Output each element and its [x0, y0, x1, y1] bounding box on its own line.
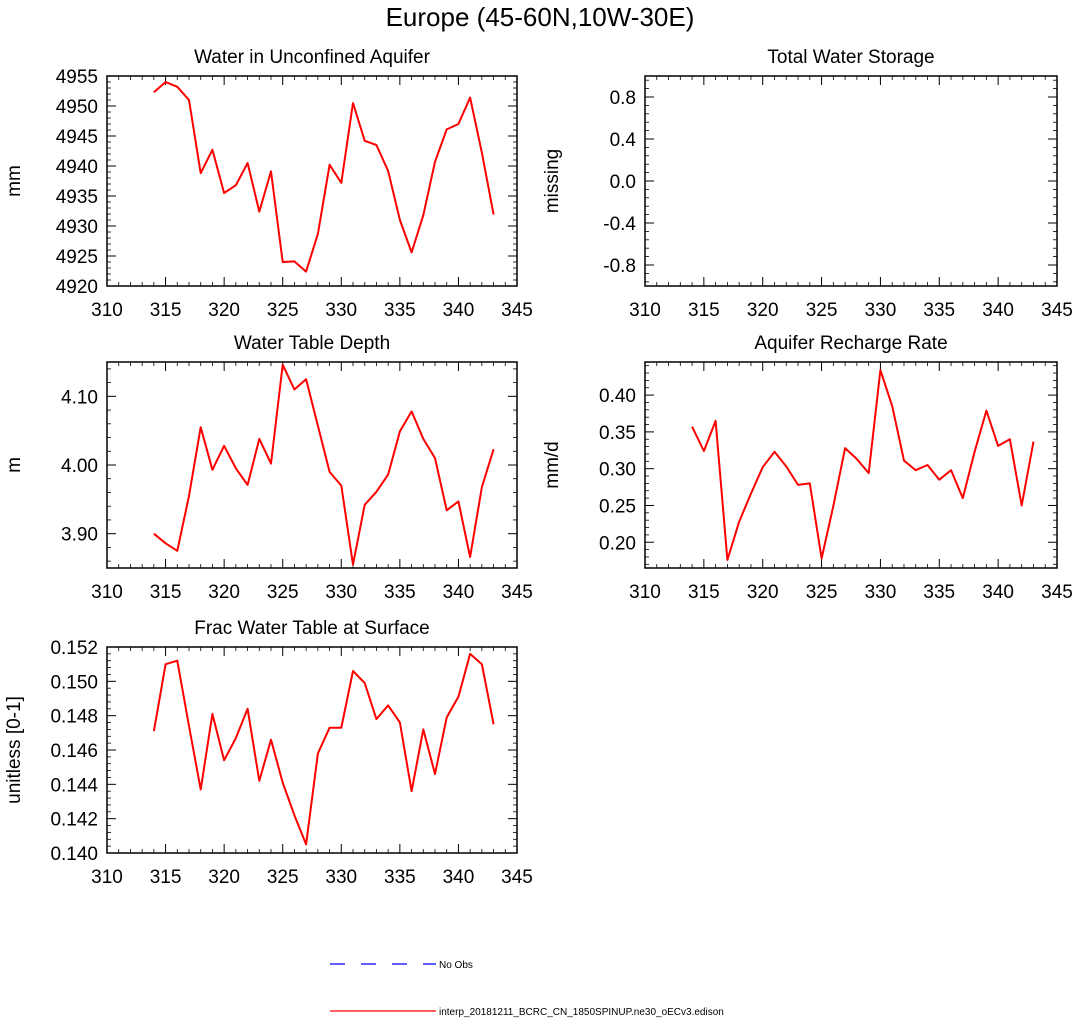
y-tick-label: 0.140 — [50, 844, 98, 865]
y-tick-label: 4.10 — [61, 387, 98, 408]
legend-label: No Obs — [439, 960, 473, 971]
y-tick-label: 4920 — [56, 277, 98, 298]
x-tick-label: 310 — [629, 582, 661, 603]
y-tick-label: -0.4 — [603, 214, 636, 235]
x-tick-label: 315 — [150, 867, 182, 888]
x-tick-label: 345 — [1041, 582, 1073, 603]
legend-label: interp_20181211_BCRC_CN_1850SPINUP.ne30_… — [439, 1007, 724, 1018]
x-tick-label: 330 — [865, 300, 897, 321]
y-tick-label: 4930 — [56, 217, 98, 238]
y-axis-label: mm/d — [542, 441, 563, 489]
y-tick-label: 0.144 — [50, 775, 98, 796]
y-tick-label: 3.90 — [61, 525, 98, 546]
x-tick-label: 310 — [91, 582, 123, 603]
x-tick-label: 315 — [688, 582, 720, 603]
x-tick-label: 315 — [688, 300, 720, 321]
plot-frame — [644, 75, 1058, 287]
y-axis-label: missing — [542, 149, 563, 213]
x-tick-label: 325 — [806, 582, 838, 603]
y-axis-label: m — [4, 457, 25, 473]
x-tick-label: 340 — [982, 582, 1014, 603]
x-tick-label: 325 — [267, 867, 299, 888]
x-tick-label: 345 — [501, 300, 533, 321]
x-tick-label: 315 — [150, 300, 182, 321]
plot-frame — [106, 361, 518, 569]
y-tick-label: 4955 — [56, 67, 98, 88]
x-tick-label: 325 — [267, 300, 299, 321]
y-tick-label: 0.148 — [50, 707, 98, 728]
page-title: Europe (45-60N,10W-30E) — [386, 2, 695, 32]
y-tick-label: -0.8 — [603, 256, 636, 277]
x-tick-label: 310 — [91, 867, 123, 888]
series-line — [153, 81, 495, 273]
y-tick-label: 0.152 — [50, 638, 98, 659]
x-tick-label: 340 — [443, 300, 475, 321]
y-tick-label: 0.40 — [599, 386, 636, 407]
y-tick-label: 0.35 — [599, 423, 636, 444]
y-tick-label: 0.0 — [610, 172, 636, 193]
panel-title: Frac Water Table at Surface — [194, 618, 430, 639]
y-tick-label: 0.30 — [599, 460, 636, 481]
x-tick-label: 320 — [747, 582, 779, 603]
plot-frame — [644, 361, 1058, 569]
x-tick-label: 345 — [1041, 300, 1073, 321]
x-tick-label: 330 — [865, 582, 897, 603]
series-line — [153, 363, 495, 566]
y-tick-label: 0.20 — [599, 533, 636, 554]
x-tick-label: 340 — [982, 300, 1014, 321]
x-tick-label: 310 — [91, 300, 123, 321]
x-tick-label: 345 — [501, 867, 533, 888]
y-axis-label: unitless [0-1] — [4, 696, 25, 804]
panel-title: Total Water Storage — [767, 47, 934, 68]
x-tick-label: 335 — [384, 867, 416, 888]
y-tick-label: 4950 — [56, 97, 98, 118]
chart-panel: Water in Unconfined Aquifer 310 315 320 325 3… — [4, 47, 533, 321]
x-tick-label: 335 — [923, 300, 955, 321]
x-tick-label: 320 — [747, 300, 779, 321]
legend: No Obs interp_20181211_BCRC_CN_1850SPINUP… — [330, 960, 724, 1018]
plot-frame — [106, 75, 518, 287]
x-tick-label: 330 — [325, 867, 357, 888]
y-tick-label: 0.4 — [610, 130, 637, 151]
x-tick-label: 325 — [806, 300, 838, 321]
panel-title: Water in Unconfined Aquifer — [194, 47, 431, 68]
x-tick-label: 320 — [208, 867, 240, 888]
x-tick-label: 320 — [208, 300, 240, 321]
x-tick-label: 320 — [208, 582, 240, 603]
y-axis-label: mm — [4, 165, 25, 197]
series-line — [691, 369, 1035, 561]
y-tick-label: 0.150 — [50, 672, 98, 693]
chart-panel: Water Table Depth 310 315 320 325 330 335 340 34… — [4, 333, 533, 603]
x-tick-label: 315 — [150, 582, 182, 603]
x-tick-label: 335 — [384, 300, 416, 321]
x-tick-label: 335 — [923, 582, 955, 603]
y-tick-label: 4.00 — [61, 456, 98, 477]
y-tick-label: 4945 — [56, 127, 98, 148]
y-tick-label: 0.8 — [610, 88, 636, 109]
y-tick-label: 0.142 — [50, 810, 98, 831]
x-tick-label: 335 — [384, 582, 416, 603]
y-tick-label: 0.25 — [599, 496, 636, 517]
panel-title: Water Table Depth — [234, 333, 390, 354]
y-tick-label: 4935 — [56, 187, 98, 208]
y-tick-label: 4925 — [56, 247, 98, 268]
plot-frame — [106, 646, 518, 854]
chart-panel: Total Water Storage 310 315 320 325 330 335 340… — [542, 47, 1073, 321]
x-tick-label: 310 — [629, 300, 661, 321]
chart-panels: Water in Unconfined Aquifer 310 315 320 325 3… — [4, 47, 1073, 888]
x-tick-label: 340 — [443, 582, 475, 603]
x-tick-label: 340 — [443, 867, 475, 888]
x-tick-label: 330 — [325, 582, 357, 603]
chart-panel: Frac Water Table at Surface 310 315 320 325 3… — [4, 618, 533, 888]
y-tick-label: 0.146 — [50, 741, 98, 762]
x-tick-label: 345 — [501, 582, 533, 603]
y-tick-label: 4940 — [56, 157, 98, 178]
panel-title: Aquifer Recharge Rate — [754, 333, 947, 354]
x-tick-label: 325 — [267, 582, 299, 603]
x-tick-label: 330 — [325, 300, 357, 321]
series-line — [152, 652, 495, 846]
chart-panel: Aquifer Recharge Rate 310 315 320 325 330 335 3… — [542, 333, 1073, 603]
